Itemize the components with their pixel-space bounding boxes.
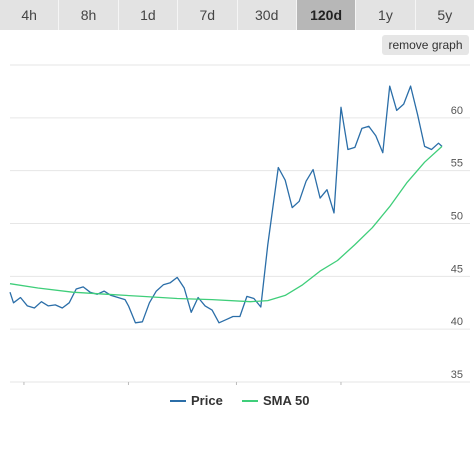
- tab-120d[interactable]: 120d: [296, 0, 357, 30]
- tab-1d[interactable]: 1d: [118, 0, 179, 30]
- chart-series: [9, 85, 443, 324]
- legend-label-sma-50: SMA 50: [263, 393, 310, 408]
- series-line-sma-50: [9, 145, 443, 303]
- tab-7d[interactable]: 7d: [178, 0, 238, 30]
- legend-item-price[interactable]: Price: [170, 392, 223, 410]
- y-tick-label: 55: [451, 158, 463, 170]
- tab-4h[interactable]: 4h: [0, 0, 60, 30]
- tab-1y[interactable]: 1y: [356, 0, 416, 30]
- remove-graph-button[interactable]: remove graph: [382, 35, 469, 55]
- y-tick-label: 40: [451, 316, 463, 328]
- chart-grid: [10, 64, 470, 383]
- tab-8h[interactable]: 8h: [59, 0, 119, 30]
- chart-axes: 354045505560Sep '25Oct '25Nov '25Dec '25: [23, 105, 463, 385]
- legend-swatch-price: [170, 399, 186, 402]
- series-line-price: [9, 85, 443, 324]
- chart-legend: Price SMA 50: [0, 392, 474, 410]
- y-tick-label: 60: [451, 105, 463, 117]
- legend-item-sma-50[interactable]: SMA 50: [242, 392, 309, 410]
- tab-5y[interactable]: 5y: [415, 0, 474, 30]
- y-tick-label: 35: [451, 369, 463, 381]
- time-range-tabs: 4h 8h 1d 7d 30d 120d 1y 5y: [0, 0, 474, 30]
- y-tick-label: 50: [451, 211, 463, 223]
- tab-30d[interactable]: 30d: [237, 0, 297, 30]
- legend-swatch-sma-50: [242, 399, 258, 402]
- price-chart: 354045505560Sep '25Oct '25Nov '25Dec '25: [9, 64, 470, 385]
- legend-label-price: Price: [191, 393, 223, 408]
- y-tick-label: 45: [451, 263, 463, 275]
